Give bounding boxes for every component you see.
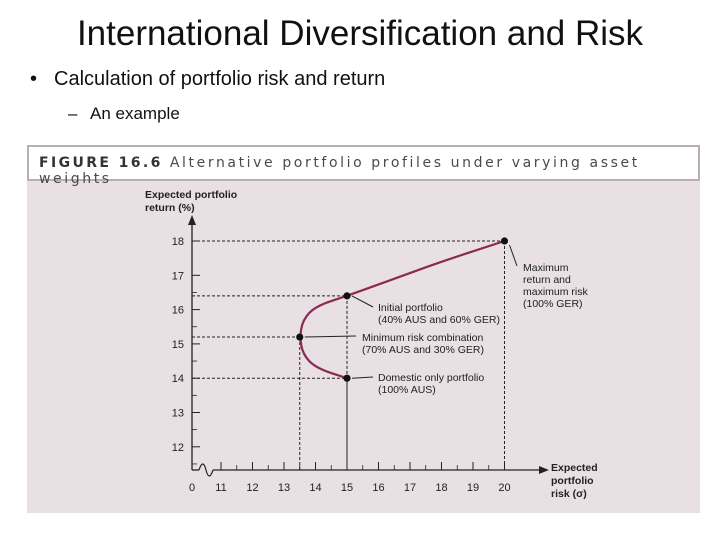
y-tick-label: 16 <box>172 305 184 317</box>
point-annotation: (100% AUS) <box>378 384 436 396</box>
efficient-frontier-curve <box>299 239 505 380</box>
point-annotation: Initial portfolio <box>378 302 443 314</box>
sub-bullet-text: An example <box>90 104 180 123</box>
sub-bullet-symbol: – <box>68 104 78 123</box>
y-tick-label: 14 <box>172 373 184 385</box>
x-tick-label: 11 <box>215 482 226 494</box>
annotation-arrow <box>509 244 518 267</box>
point-annotation: (100% GER) <box>523 298 583 310</box>
point-annotation: (40% AUS and 60% GER) <box>378 314 500 326</box>
y-tick-label: 15 <box>172 339 184 351</box>
x-tick-label: 15 <box>341 482 353 494</box>
point-annotation: maximum risk <box>523 286 588 298</box>
y-tick-label: 18 <box>172 236 184 248</box>
point-annotation: Minimum risk combination <box>362 332 484 344</box>
portfolio-chart: 12 13 14 15 16 17 18 0 11 12 13 14 15 16 17 18 19 20 Expec… <box>145 189 598 500</box>
x-tick-label: 18 <box>435 482 447 494</box>
x-tick-label: 14 <box>309 482 321 494</box>
x-tick-label: 0 <box>189 482 195 494</box>
y-axis-arrow <box>188 215 196 225</box>
x-tick-label: 13 <box>278 482 290 494</box>
annotation-arrow <box>351 376 374 379</box>
figure-caption-label: FIGURE 16.6 <box>39 155 163 171</box>
portfolio-point <box>343 292 351 300</box>
figure-caption-bar: FIGURE 16.6 Alternative portfolio profil… <box>27 145 700 187</box>
sub-bullet-item: – An example <box>68 104 180 124</box>
x-axis-title: portfolio <box>551 475 594 487</box>
bullet-symbol: • <box>30 68 38 90</box>
x-axis-arrow <box>539 466 549 474</box>
x-tick-label: 16 <box>372 482 384 494</box>
y-tick-label: 12 <box>172 442 184 454</box>
x-tick-label: 19 <box>467 482 479 494</box>
point-annotation: (70% AUS and 30% GER) <box>362 344 484 356</box>
y-tick-label: 17 <box>172 270 184 282</box>
x-tick-label: 12 <box>246 482 258 494</box>
slide-title: International Diversification and Risk <box>76 14 644 53</box>
y-axis-title: Expected portfolio <box>145 189 237 201</box>
x-tick-label: 20 <box>498 482 510 494</box>
x-axis-break <box>198 463 214 477</box>
portfolio-point <box>500 237 509 245</box>
figure-panel: FIGURE 16.6 Alternative portfolio profil… <box>27 145 700 513</box>
x-tick-label: 17 <box>404 482 416 494</box>
figure-caption-text: Alternative portfolio profiles under var… <box>39 155 640 187</box>
portfolio-point <box>343 374 351 382</box>
point-annotation: Domestic only portfolio <box>378 372 484 384</box>
x-axis-title: risk (σ) <box>551 488 587 500</box>
y-axis-title: return (%) <box>145 202 195 214</box>
y-tick-label: 13 <box>172 408 184 420</box>
annotation-arrow <box>351 295 374 308</box>
point-annotation: Maximum <box>523 262 569 274</box>
bullet-text: Calculation of portfolio risk and return <box>54 68 386 90</box>
annotation-arrow <box>304 335 357 338</box>
point-annotation: return and <box>523 274 571 286</box>
portfolio-point <box>296 333 304 341</box>
figure-caption: FIGURE 16.6 Alternative portfolio profil… <box>39 155 698 187</box>
bullet-item: • Calculation of portfolio risk and retur… <box>30 68 385 91</box>
x-axis-title: Expected <box>551 462 598 474</box>
